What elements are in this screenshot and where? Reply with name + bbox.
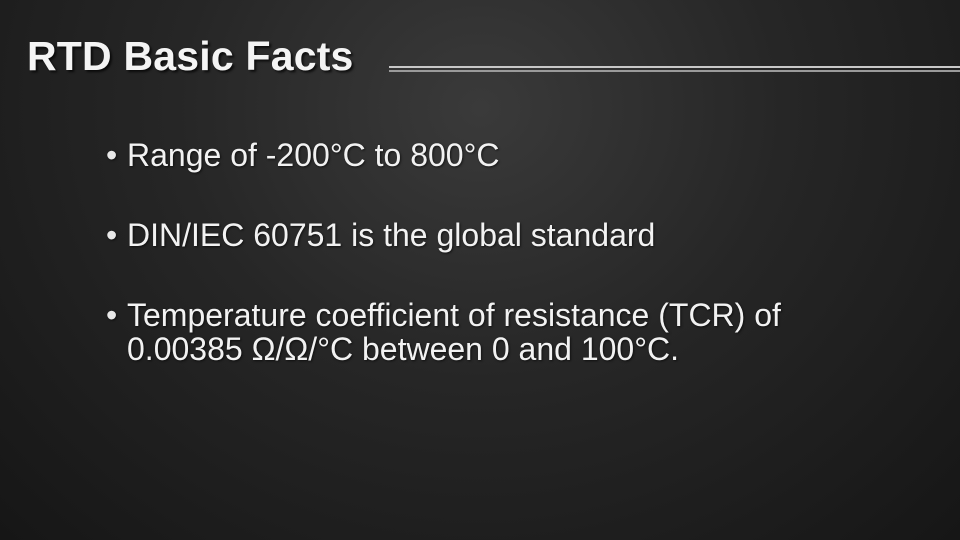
bullet-icon: • [106,297,118,333]
title-underline-bottom [389,70,960,72]
bullet-item-range: • Range of -200°C to 800°C [106,138,806,172]
bullet-text: DIN/IEC 60751 is the global standard [127,217,656,253]
bullet-icon: • [106,217,118,253]
bullet-text: Temperature coefficient of resistance (T… [127,297,781,367]
bullet-text: Range of -200°C to 800°C [127,137,500,173]
bullet-icon: • [106,137,118,173]
title-underline [389,66,960,73]
bullet-list: • Range of -200°C to 800°C • DIN/IEC 607… [106,138,806,366]
title-underline-top [389,66,960,68]
bullet-item-standard: • DIN/IEC 60751 is the global standard [106,218,806,252]
bullet-item-tcr: • Temperature coefficient of resistance … [106,298,806,366]
slide-title: RTD Basic Facts [27,33,354,79]
